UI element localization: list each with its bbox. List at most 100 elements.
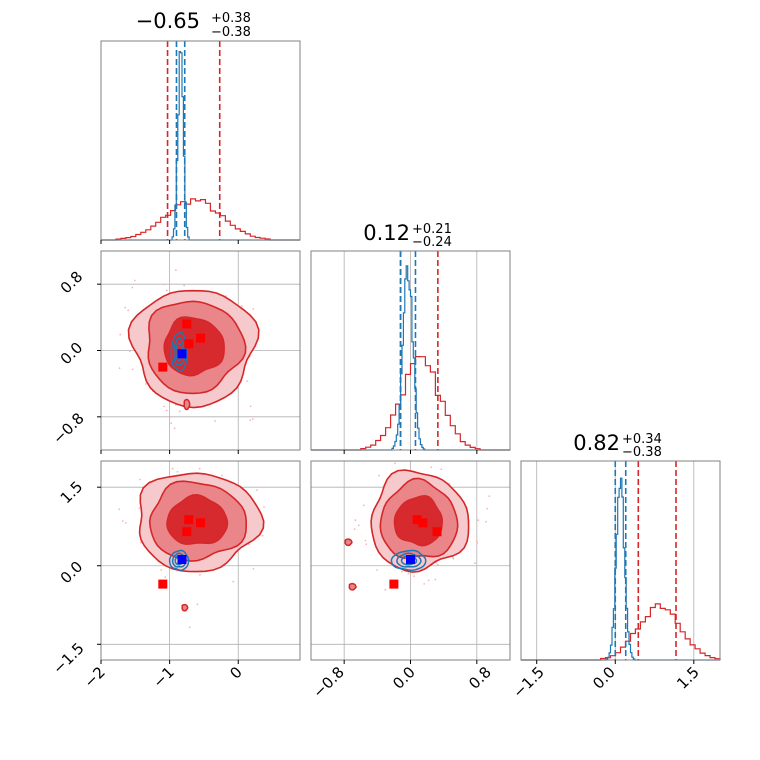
- joint-panel-param-0-vs-1: [97, 250, 301, 454]
- blue-square-marker: [177, 349, 187, 359]
- panel-frame: [100, 460, 301, 661]
- sample-point: [474, 562, 476, 564]
- blue-square-marker: [177, 555, 187, 564]
- sample-point: [139, 478, 141, 481]
- title-plus-0: +0.38: [211, 11, 251, 26]
- sample-point: [430, 466, 433, 469]
- title-value-1: 0.12: [363, 221, 410, 245]
- red-square-marker: [182, 527, 192, 537]
- sample-point: [165, 289, 168, 292]
- sample-point: [362, 504, 365, 507]
- title-minus-2: −0.38: [622, 445, 662, 460]
- sample-point: [198, 467, 201, 470]
- red-outlier-contour: [183, 398, 191, 411]
- sample-point: [476, 542, 479, 544]
- marginal-panel-param-2: [520, 460, 721, 664]
- sample-point: [176, 470, 179, 473]
- sample-point: [173, 427, 176, 430]
- sample-point: [475, 540, 478, 543]
- sample-point: [246, 380, 249, 382]
- red-square-marker: [412, 515, 422, 525]
- sample-point: [434, 578, 437, 581]
- sample-point: [171, 467, 174, 470]
- sample-point: [188, 626, 191, 629]
- blue-density-contour: [396, 552, 422, 568]
- sample-point: [165, 409, 168, 412]
- sample-point: [241, 305, 243, 307]
- sample-point: [221, 474, 223, 477]
- sample-point: [486, 507, 489, 510]
- sample-point: [251, 418, 254, 420]
- sample-point: [477, 519, 480, 522]
- red-square-marker: [389, 579, 399, 589]
- title-value-2: 0.82: [573, 431, 620, 455]
- panel-background: [521, 461, 720, 660]
- red-outlier-contour: [344, 538, 353, 547]
- sample-point: [384, 588, 387, 591]
- title-minus-1: −0.24: [412, 235, 452, 250]
- sample-point: [413, 575, 415, 578]
- red-marginal-histogram: [101, 198, 300, 241]
- sample-point: [485, 520, 487, 523]
- sample-point: [175, 269, 177, 272]
- title-param-2: 0.82 +0.34 −0.38: [573, 431, 662, 460]
- sample-point: [170, 422, 173, 424]
- sample-point: [163, 283, 166, 286]
- sample-point: [131, 286, 134, 289]
- red-outlier-contour: [181, 603, 189, 612]
- sample-point: [133, 279, 136, 282]
- sample-point: [118, 508, 121, 511]
- sample-point: [263, 506, 265, 508]
- joint-panel-param-1-vs-2: [310, 460, 511, 664]
- red-square-marker: [184, 339, 194, 349]
- sample-point: [118, 367, 121, 370]
- title-plus-1: +0.21: [412, 222, 452, 237]
- blue-density-contour: [171, 552, 187, 568]
- sample-point: [178, 410, 181, 413]
- panel-background: [101, 41, 300, 240]
- sample-point: [249, 419, 252, 421]
- sample-point: [119, 333, 122, 336]
- sample-point: [121, 520, 124, 522]
- marginal-panel-param-0: [100, 40, 301, 244]
- red-square-marker: [418, 518, 428, 528]
- red-square-marker: [158, 579, 168, 589]
- sample-point: [401, 570, 403, 573]
- sample-point: [436, 563, 439, 566]
- sample-point: [196, 603, 199, 606]
- sample-point: [256, 489, 258, 492]
- sample-point: [407, 572, 410, 575]
- sample-point: [427, 579, 430, 582]
- red-square-marker: [196, 518, 205, 528]
- sample-point: [163, 405, 166, 408]
- sample-point: [138, 507, 141, 509]
- red-square-marker: [432, 527, 442, 537]
- sample-point: [357, 524, 360, 527]
- sample-point: [252, 308, 255, 310]
- blue-density-contour: [172, 337, 186, 366]
- red-outlier-contour: [348, 582, 357, 591]
- title-plus-2: +0.34: [622, 432, 662, 447]
- red-square-marker: [184, 515, 194, 525]
- sample-point: [170, 415, 172, 418]
- sample-point: [261, 534, 264, 537]
- title-param-0: −0.65 +0.38 −0.38: [136, 9, 251, 40]
- marginal-panel-param-1: [310, 250, 511, 454]
- sample-point: [125, 522, 127, 524]
- red-square-marker: [182, 319, 192, 329]
- sample-point: [354, 519, 357, 522]
- title-param-1: 0.12 +0.21 −0.24: [363, 221, 452, 250]
- sample-point: [183, 284, 186, 287]
- blue-density-contour: [390, 549, 427, 571]
- joint-panel-param-0-vs-2: [97, 460, 301, 664]
- blue-density-contour: [168, 549, 190, 571]
- sample-point: [128, 350, 131, 353]
- blue-density-contour: [170, 331, 188, 373]
- panel-frame: [520, 460, 721, 661]
- sample-point: [423, 583, 426, 585]
- blue-density-contour: [175, 342, 184, 362]
- sample-point: [214, 420, 216, 422]
- sample-point: [131, 368, 134, 371]
- sample-point: [378, 474, 380, 477]
